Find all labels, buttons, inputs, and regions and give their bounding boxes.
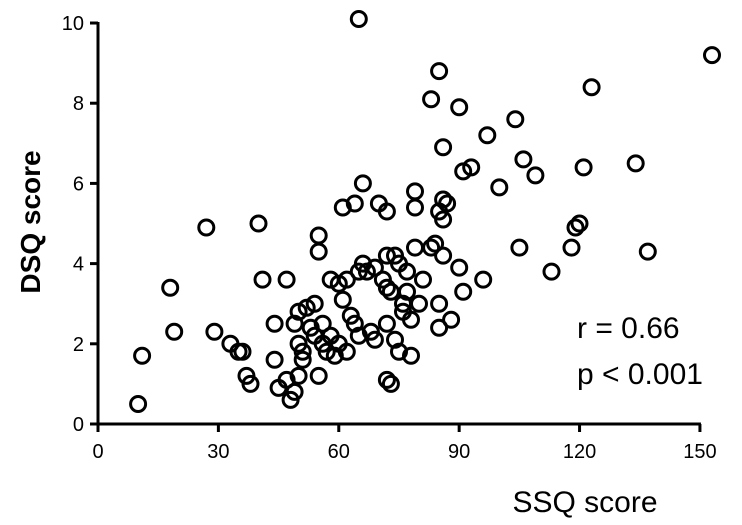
data-point [353,174,372,193]
data-point [337,270,356,289]
data-point [510,238,529,257]
data-point [345,194,364,213]
data-point [377,314,396,333]
data-point [454,282,473,301]
data-point [474,270,493,289]
x-tick-label: 30 [207,441,229,463]
data-point [490,178,509,197]
data-point [566,218,585,237]
x-tick-label: 90 [448,441,470,463]
x-tick-label: 0 [92,441,103,463]
data-point [313,314,332,333]
data-point [582,78,601,97]
data-point [398,262,416,281]
data-point [133,346,152,365]
y-tick-label: 4 [73,254,84,276]
data-point [430,318,449,337]
data-point [426,234,445,253]
data-point [506,110,525,129]
data-point [574,158,593,177]
data-point [402,346,420,365]
data-point [265,314,284,333]
data-points [129,10,721,413]
data-point [410,294,428,313]
data-point [450,98,469,117]
data-point [365,330,384,349]
y-tick-label: 0 [73,414,84,436]
x-axis-title: SSQ score [512,486,657,519]
data-point [638,242,657,261]
data-point [233,342,252,361]
data-point [406,198,424,217]
data-point [381,374,400,393]
data-point [434,190,453,209]
data-point [197,218,216,237]
data-point [703,46,721,65]
data-point [526,166,545,185]
data-point [265,350,284,369]
data-point [478,126,497,145]
data-point [377,246,396,265]
x-tick-label: 60 [328,441,350,463]
y-axis-title: DSQ score [15,150,46,293]
data-point [570,214,589,233]
data-point [626,154,645,173]
data-point [289,366,308,385]
data-point [249,214,268,233]
data-point [398,282,416,301]
x-tick-label: 120 [563,441,596,463]
data-point [406,238,424,257]
data-point [309,242,328,261]
data-point [422,90,441,109]
data-point [333,290,352,309]
y-tick-label: 10 [62,13,84,35]
data-point [277,270,296,289]
data-point [381,282,400,301]
data-point [205,322,224,341]
data-point [241,374,260,393]
data-point [365,258,384,277]
data-point [165,322,184,341]
data-point [414,270,432,289]
y-ticks: 0 2 4 6 8 10 [62,13,98,436]
data-point [430,62,449,81]
data-point [309,226,328,245]
data-point [514,150,533,169]
data-point [253,270,272,289]
data-point [422,238,441,257]
data-point [430,294,449,313]
x-tick-label: 150 [683,441,716,463]
data-point [542,262,561,281]
data-point [305,294,324,313]
data-point [161,278,180,297]
data-point [349,10,368,28]
data-point [434,210,453,229]
data-point [462,158,481,177]
data-point [285,382,304,401]
annotation-p-value: p < 0.001 [577,358,703,391]
y-tick-label: 2 [73,334,84,356]
data-point [129,395,148,413]
data-point [438,194,457,213]
y-tick-label: 8 [73,93,84,115]
data-point [406,182,424,201]
data-point [293,350,312,369]
data-point [377,278,396,297]
data-point [434,138,453,157]
data-point [434,246,453,265]
data-point [377,202,396,221]
annotation-r-value: r = 0.66 [577,312,680,345]
data-point [402,310,420,329]
data-point [337,342,356,361]
data-point [293,342,312,361]
data-point [309,366,328,385]
data-point [450,258,469,277]
axes [96,22,701,426]
data-point [562,238,581,257]
data-point [442,310,461,329]
data-point [377,370,396,389]
x-ticks: 0 30 60 90 120 150 [92,424,717,463]
y-tick-label: 6 [73,173,84,195]
